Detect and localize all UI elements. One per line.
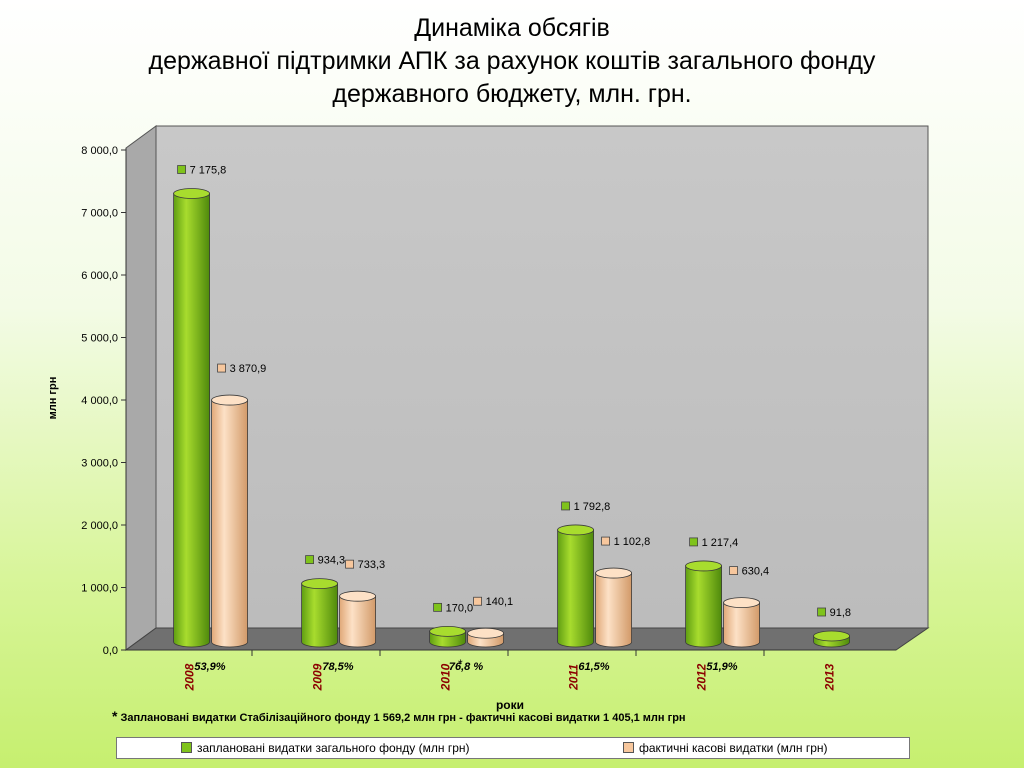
title-line-3: державного бюджету, млн. грн. — [332, 80, 692, 108]
data-label-actual-2010: 140,1 — [473, 596, 514, 608]
svg-text:1 217,4: 1 217,4 — [702, 537, 739, 549]
svg-text:140,1: 140,1 — [486, 596, 514, 608]
bar-planned-2012 — [685, 560, 722, 648]
svg-text:7 175,8: 7 175,8 — [190, 165, 227, 177]
y-tick-label: 8 000,0 — [81, 145, 118, 157]
footnote: * Заплановані видатки Стабілізаційного ф… — [112, 708, 686, 724]
bar-planned-2010 — [429, 625, 467, 648]
chart-left-wall — [125, 125, 157, 651]
data-label-planned-2010: 170,0 — [433, 602, 474, 614]
data-label-actual-2011: 1 102,8 — [601, 536, 651, 548]
y-tick-label: 2 000,0 — [81, 520, 118, 532]
data-label-planned-2011: 1 792,8 — [561, 501, 611, 513]
bar-actual-2011 — [595, 567, 632, 648]
legend-label-actual: фактичні касові видатки (млн грн) — [639, 741, 828, 755]
legend-label-planned: заплановані видатки загального фонду (мл… — [197, 741, 470, 755]
y-tick-label: 0,0 — [103, 645, 118, 657]
bar-actual-2008 — [211, 394, 249, 648]
data-label-actual-2009: 733,3 — [345, 559, 386, 571]
svg-text:91,8: 91,8 — [830, 607, 851, 619]
y-axis-label: млн грн — [47, 377, 59, 420]
svg-text:170,0: 170,0 — [446, 602, 474, 614]
percentage-label: 53,9% — [194, 661, 225, 673]
percentage-label: 78,5% — [322, 661, 353, 673]
footnote-star: * — [112, 708, 118, 724]
y-tick-label: 7 000,0 — [81, 208, 118, 220]
x-category-label-2012: 2012 — [695, 663, 709, 691]
x-category-label-2010: 2010 — [439, 663, 453, 691]
y-tick-label: 6 000,0 — [81, 270, 118, 282]
data-label-actual-2012: 630,4 — [729, 566, 770, 578]
annotation-mark: * — [458, 657, 463, 671]
x-category-label-2008: 2008 — [183, 663, 197, 691]
bar-planned-2009 — [301, 578, 339, 648]
svg-text:3 870,9: 3 870,9 — [230, 363, 267, 375]
x-axis-label: роки — [496, 698, 524, 712]
percentage-label: 76,8 % — [449, 661, 483, 673]
svg-text:630,4: 630,4 — [742, 566, 770, 578]
legend: заплановані видатки загального фонду (мл… — [116, 737, 910, 759]
y-tick-label: 1 000,0 — [81, 583, 118, 595]
y-tick-label: 5 000,0 — [81, 333, 118, 345]
percentage-label: 61,5% — [578, 661, 609, 673]
chart-back-wall — [155, 125, 929, 629]
bar-planned-2008 — [173, 188, 211, 648]
data-label-planned-2009: 934,3 — [305, 555, 346, 567]
svg-text:733,3: 733,3 — [358, 559, 386, 571]
legend-item-planned: заплановані видатки загального фонду (мл… — [181, 741, 470, 755]
footnote-text: Заплановані видатки Стабілізаційного фон… — [117, 712, 686, 724]
data-label-planned-2008: 7 175,8 — [177, 165, 227, 177]
title-line-1: Динаміка обсягів — [414, 14, 610, 42]
legend-item-actual: фактичні касові видатки (млн грн) — [623, 741, 828, 755]
title-line-2: державної підтримки АПК за рахунок кошті… — [148, 47, 876, 75]
data-label-planned-2012: 1 217,4 — [689, 537, 739, 549]
percentage-label: 51,9% — [706, 661, 737, 673]
bar-actual-2009 — [339, 590, 377, 648]
svg-text:934,3: 934,3 — [318, 555, 346, 567]
x-category-label-2013: 2013 — [823, 663, 837, 691]
y-tick-label: 3 000,0 — [81, 458, 118, 470]
legend-swatch-planned — [181, 742, 192, 753]
legend-swatch-actual — [623, 742, 634, 753]
bar-planned-2013 — [813, 630, 850, 648]
data-label-planned-2013: 91,8 — [817, 607, 851, 619]
svg-text:1 102,8: 1 102,8 — [614, 536, 651, 548]
x-category-label-2011: 2011 — [567, 664, 581, 691]
x-category-label-2009: 2009 — [311, 663, 325, 691]
bar-actual-2010 — [467, 627, 505, 648]
chart-title: Динаміка обсягів державної підтримки АПК… — [0, 12, 1024, 111]
y-tick-label: 4 000,0 — [81, 395, 118, 407]
bar-planned-2011 — [557, 524, 594, 648]
bar-actual-2012 — [723, 597, 760, 648]
data-label-actual-2008: 3 870,9 — [217, 363, 267, 375]
svg-text:1 792,8: 1 792,8 — [574, 501, 611, 513]
